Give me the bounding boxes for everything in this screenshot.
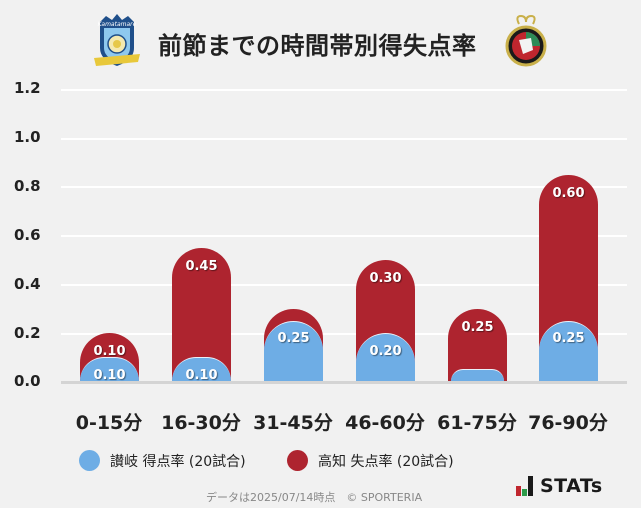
y-tick-label: 0.4 [14,275,41,293]
kochi-crest-icon [505,14,547,68]
gridline [61,333,627,335]
legend-dot-icon [287,450,308,471]
x-tick-label: 31-45分 [253,412,333,434]
gridline [61,186,627,188]
svg-text:Kamatamare: Kamatamare [98,21,137,28]
legend-label: 讃岐 得点率 (20試合) [110,453,246,470]
legend-dot-icon [79,450,100,471]
gridline [61,235,627,237]
stats-brand-text: STATs [540,475,603,497]
y-tick-label: 0.8 [14,177,41,195]
legend-label: 高知 失点率 (20試合) [318,453,454,470]
footer-credit: データは2025/07/14時点 © SPORTERIA [206,491,423,504]
bar-value-label: 0.25 [277,331,310,346]
sanuki-crest-icon: Kamatamare [94,14,140,70]
x-tick-label: 61-75分 [437,412,517,434]
bar-value-label: 0.10 [93,344,126,359]
gridline [61,284,627,286]
x-tick-label: 16-30分 [161,412,241,434]
y-tick-label: 0.2 [14,324,41,342]
bar-value-label: 0.20 [369,344,402,359]
bar-sanuki-61-75 [451,369,504,381]
legend-item-kochi: 高知 失点率 (20試合) [287,450,454,471]
bar-sanuki-16-30 [172,357,231,381]
y-tick-label: 1.0 [14,128,41,146]
bar-value-label: 0.10 [93,368,126,383]
chart-title: 前節までの時間帯別得失点率 [158,32,477,60]
gridline [61,138,627,140]
y-tick-label: 1.2 [14,79,41,97]
bar-sanuki-46-60 [356,333,415,381]
gridline [61,89,627,91]
x-tick-label: 0-15分 [75,412,143,434]
y-tick-label: 0.0 [14,372,41,390]
bar-sanuki-31-45 [264,321,323,381]
bar-value-label: 0.10 [185,368,218,383]
x-tick-label: 76-90分 [528,412,608,434]
legend-item-sanuki: 讃岐 得点率 (20試合) [79,450,246,471]
bar-value-label: 0.60 [552,186,585,201]
stats-bars-icon [516,476,534,496]
x-tick-label: 46-60分 [345,412,425,434]
bar-value-label: 0.45 [185,259,218,274]
bar-value-label: 0.25 [461,320,494,335]
bar-value-label: 0.25 [552,331,585,346]
bar-sanuki-0-15 [80,357,139,381]
bar-sanuki-76-90 [539,321,598,381]
stats-logo: STATs [516,476,603,496]
y-tick-label: 0.6 [14,226,41,244]
bar-value-label: 0.30 [369,271,402,286]
x-axis-baseline [61,381,627,384]
